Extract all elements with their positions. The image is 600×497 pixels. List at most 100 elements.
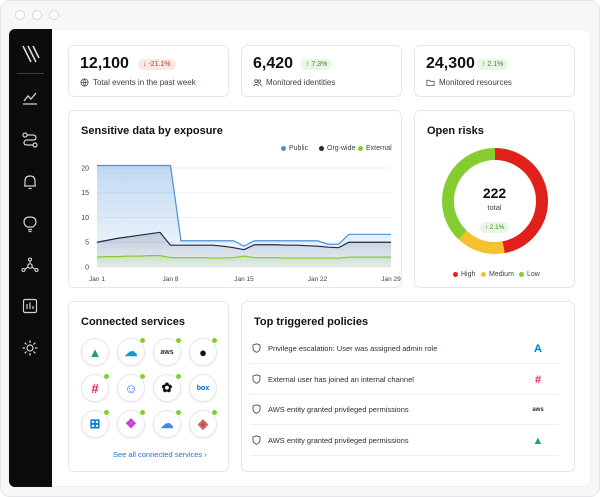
stat-card-resources[interactable]: 24,300 ↑ 2.1% Monitored resources bbox=[414, 45, 575, 97]
service-glyph: # bbox=[91, 380, 99, 396]
shield-icon bbox=[252, 434, 261, 445]
connected-indicator bbox=[103, 409, 110, 416]
google-drive-icon[interactable]: ▲ bbox=[81, 338, 109, 366]
box-icon[interactable]: box bbox=[189, 374, 217, 402]
policy-text: Privilege escalation: User was assigned … bbox=[268, 344, 438, 353]
policy-row[interactable]: AWS entity granted privileged permission… bbox=[250, 395, 559, 425]
slack-icon[interactable]: # bbox=[81, 373, 110, 402]
bell-icon[interactable] bbox=[21, 173, 39, 191]
copilot-icon[interactable]: ❖ bbox=[117, 409, 146, 438]
policy-text: External user has joined an internal cha… bbox=[268, 374, 414, 384]
connected-indicator bbox=[139, 409, 146, 416]
y-tick-label: 0 bbox=[85, 265, 89, 272]
connected-indicator bbox=[139, 337, 146, 344]
service-glyph: ◈ bbox=[198, 416, 208, 431]
legend-swatch bbox=[281, 146, 286, 151]
legend-item-public[interactable]: Public bbox=[281, 145, 308, 152]
github-icon[interactable]: ● bbox=[189, 337, 218, 366]
connected-services-card: Connected services ▲ ☁ aws ● # ☺ ✿ box ⊞ ❖ ☁ ◈ See … bbox=[68, 301, 229, 472]
connected-indicator bbox=[211, 409, 218, 416]
windows-icon[interactable]: ⊞ bbox=[81, 409, 110, 438]
network-icon[interactable] bbox=[21, 257, 39, 275]
risk-donut-chart[interactable] bbox=[415, 141, 576, 281]
aws-icon: aws bbox=[532, 407, 544, 413]
brand-logo-icon[interactable] bbox=[20, 43, 42, 65]
flow-icon[interactable] bbox=[21, 131, 39, 149]
policy-row[interactable]: External user has joined an internal cha… bbox=[250, 365, 559, 395]
x-tick-label: Jan 8 bbox=[163, 276, 179, 283]
legend-label: Low bbox=[527, 271, 540, 278]
stat-card-identities[interactable]: 6,420 ↑ 7.3% Monitored identities bbox=[241, 45, 402, 97]
connected-indicator bbox=[175, 409, 182, 416]
google-drive-icon: ▲ bbox=[532, 434, 544, 447]
aws-icon[interactable]: aws bbox=[153, 337, 182, 366]
series-line-external[interactable] bbox=[96, 255, 391, 259]
risk-total: 222 bbox=[482, 185, 507, 201]
stat-label: Monitored identities bbox=[266, 78, 336, 87]
settings-icon[interactable] bbox=[21, 339, 39, 357]
robot-icon[interactable]: ☺ bbox=[117, 373, 146, 402]
service-glyph: box bbox=[196, 384, 210, 392]
azure-icon: A bbox=[534, 343, 542, 355]
shield-icon bbox=[252, 373, 261, 384]
card-title: Open risks bbox=[427, 125, 484, 137]
donut-segment-medium[interactable] bbox=[442, 148, 548, 254]
main-content: 12,100 ↓ -21.1% Total events in the past… bbox=[52, 29, 591, 487]
legend-item-high[interactable]: High bbox=[453, 271, 475, 278]
legend-item-external[interactable]: External bbox=[358, 145, 392, 152]
layers-icon[interactable]: ◈ bbox=[189, 409, 218, 438]
title-bar bbox=[1, 1, 599, 29]
donut-segment-low[interactable] bbox=[442, 148, 548, 254]
exposure-area-chart[interactable]: 0 5 10 15 20 Jan 1 Jan 8 Jan 15 Jan 22 Jan 29 bbox=[69, 155, 401, 287]
report-icon[interactable] bbox=[21, 297, 39, 315]
globe-icon bbox=[80, 78, 89, 87]
lightbulb-icon[interactable] bbox=[21, 215, 39, 233]
series-area-public bbox=[97, 165, 391, 267]
service-glyph: ✿ bbox=[161, 380, 173, 395]
window-minimize-button[interactable] bbox=[32, 10, 42, 20]
window-maximize-button[interactable] bbox=[49, 10, 59, 20]
policy-text: AWS entity granted privileged permission… bbox=[268, 435, 409, 445]
salesforce-icon[interactable]: ☁ bbox=[117, 337, 146, 366]
legend-label: High bbox=[461, 271, 476, 278]
folder-icon bbox=[426, 79, 435, 87]
series-line-org-wide[interactable] bbox=[96, 231, 391, 251]
service-glyph: ⊞ bbox=[89, 416, 101, 431]
stat-card-events[interactable]: 12,100 ↓ -21.1% Total events in the past… bbox=[68, 45, 229, 97]
see-all-services-link[interactable]: See all connected services › bbox=[113, 450, 207, 459]
exposure-chart-card: Sensitive data by exposure Public Org-wi… bbox=[68, 110, 402, 288]
sidebar-divider bbox=[17, 73, 44, 74]
card-title: Connected services bbox=[81, 316, 185, 328]
policy-row[interactable]: AWS entity granted privileged permission… bbox=[250, 426, 559, 456]
legend-label: Medium bbox=[489, 271, 514, 278]
analytics-icon[interactable] bbox=[21, 89, 39, 107]
x-tick-label: Jan 1 bbox=[89, 276, 105, 283]
openai-icon[interactable]: ✿ bbox=[153, 373, 182, 402]
trend-badge: ↑ 2.1% bbox=[477, 59, 509, 70]
x-tick-label: Jan 22 bbox=[308, 276, 328, 283]
policy-row[interactable]: Privilege escalation: User was assigned … bbox=[250, 334, 559, 364]
trend-badge: ↑ 2.1% bbox=[479, 222, 510, 233]
window-close-button[interactable] bbox=[15, 10, 25, 20]
legend-label: Org-wide bbox=[327, 145, 356, 152]
connected-indicator bbox=[139, 373, 146, 380]
connected-indicator bbox=[103, 373, 110, 380]
stat-label: Monitored resources bbox=[439, 78, 512, 87]
series-line-public[interactable] bbox=[97, 164, 391, 247]
stat-value: 12,100 bbox=[80, 55, 129, 72]
legend-item-medium[interactable]: Medium bbox=[481, 271, 514, 278]
legend-label: External bbox=[366, 145, 392, 152]
service-glyph: aws bbox=[160, 348, 174, 356]
service-glyph: ● bbox=[199, 344, 207, 360]
connected-indicator bbox=[175, 337, 182, 344]
service-glyph: ❖ bbox=[125, 416, 137, 431]
shield-icon bbox=[252, 343, 261, 353]
google-cloud-icon[interactable]: ☁ bbox=[153, 409, 182, 438]
stat-value: 6,420 bbox=[253, 55, 294, 72]
legend-swatch bbox=[319, 146, 324, 151]
legend-swatch bbox=[453, 272, 458, 277]
legend-item-low[interactable]: Low bbox=[519, 271, 540, 278]
legend-item-org-wide[interactable]: Org-wide bbox=[319, 145, 355, 152]
legend-label: Public bbox=[289, 145, 309, 152]
